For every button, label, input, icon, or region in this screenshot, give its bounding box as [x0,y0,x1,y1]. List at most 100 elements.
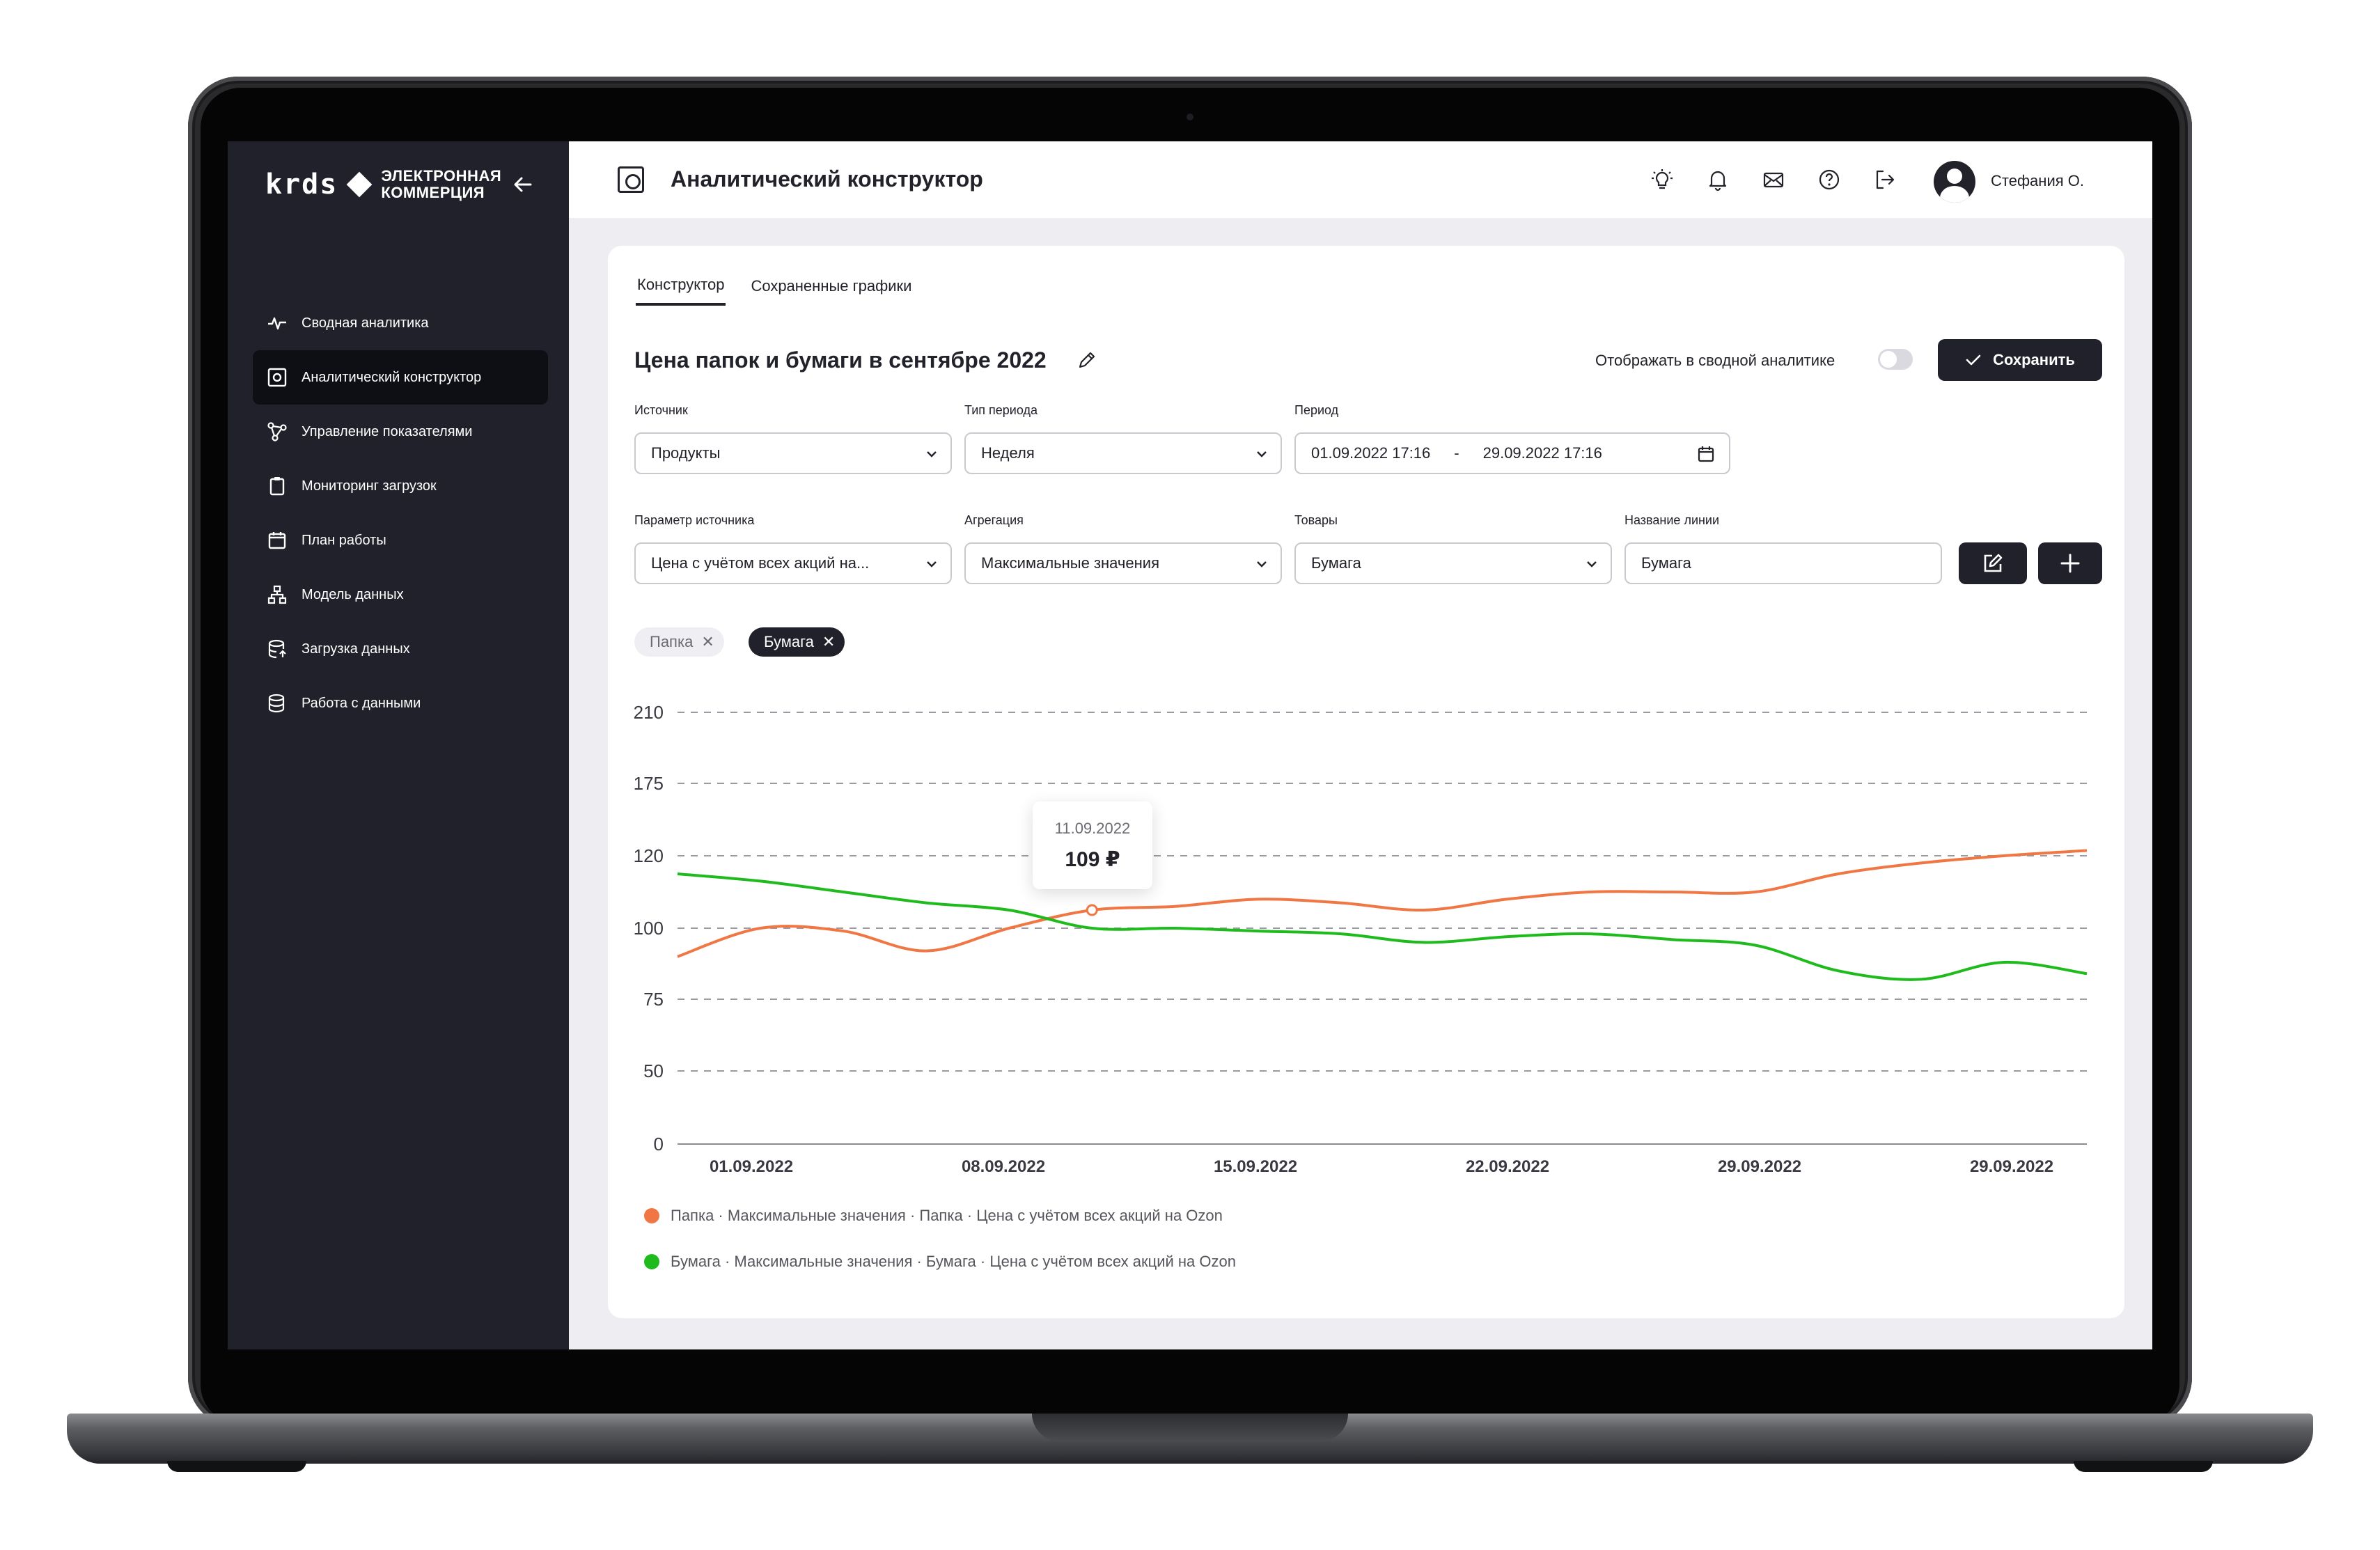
sidebar-item-constructor[interactable]: Аналитический конструктор [253,350,548,405]
logo[interactable]: krds ЭЛЕКТРОННАЯ КОММЕРЦИЯ [265,164,501,205]
activity-icon [267,313,288,334]
legend-item[interactable]: Папка · Максимальные значения · Папка · … [644,1207,1236,1225]
pencil-icon [1079,352,1095,368]
legend-marker [644,1254,659,1269]
hierarchy-icon [267,584,288,605]
line-name-input[interactable]: Бумага [1624,542,1942,584]
period-type-select[interactable]: Неделя [964,432,1282,474]
summary-toggle[interactable] [1878,349,1913,370]
chevron-down-icon [1587,561,1597,567]
x-tick-label: 29.09.2022 [1970,1157,2053,1176]
mail-icon[interactable] [1758,164,1789,195]
chevron-down-icon [927,561,937,567]
topbar: Аналитический конструктор Стефания О. [569,141,2152,218]
y-tick-label: 0 [654,1134,664,1154]
lightbulb-icon[interactable] [1647,164,1677,195]
user-name[interactable]: Стефания О. [1991,172,2084,189]
sidebar-item-monitoring[interactable]: Мониторинг загрузок [253,459,548,513]
tooltip-value: 109 ₽ [1065,847,1120,871]
camera [1187,113,1193,120]
x-tick-label: 15.09.2022 [1214,1157,1297,1176]
arrow-left-icon [514,177,532,192]
logo-mark: krds [265,169,338,201]
logo-text: ЭЛЕКТРОННАЯ КОММЕРЦИЯ [381,168,501,201]
period-separator: - [1454,444,1459,462]
legend-marker [644,1208,659,1223]
summary-toggle-label: Отображать в сводной аналитике [1595,352,1835,369]
x-tick-label: 22.09.2022 [1466,1157,1549,1176]
logo-line: ЭЛЕКТРОННАЯ [381,167,502,185]
sidebar-item-metrics[interactable]: Управление показателями [253,405,548,459]
sidebar-nav: Сводная аналитика Аналитический конструк… [253,296,548,730]
close-icon[interactable]: ✕ [822,633,836,650]
avatar[interactable] [1934,161,1975,203]
edit-icon [1984,554,2003,572]
aggregation-label: Агрегация [964,513,1024,527]
bell-icon[interactable] [1702,164,1733,195]
chip-folder[interactable]: Папка ✕ [634,627,724,657]
chart-tooltip: 11.09.2022 109 ₽ [1033,801,1152,889]
tabs: Конструктор Сохраненные графики [636,267,913,306]
sidebar: krds ЭЛЕКТРОННАЯ КОММЕРЦИЯ Сводная анали… [228,141,569,1349]
sidebar-item-data-upload[interactable]: Загрузка данных [253,622,548,676]
period-from[interactable]: 01.09.2022 17:16 [1311,444,1431,462]
source-param-select[interactable]: Цена с учётом всех акций на... [634,542,952,584]
source-select[interactable]: Продукты [634,432,952,474]
help-icon[interactable] [1814,164,1845,195]
y-tick-label: 175 [634,773,664,794]
constructor-icon [618,166,644,193]
source-value: Продукты [651,444,721,462]
period-type-label: Тип периода [964,403,1038,417]
edit-title-button[interactable] [1073,346,1101,374]
series-line-paper [677,872,2088,981]
chart-legend: Папка · Максимальные значения · Папка · … [644,1207,1236,1271]
goods-label: Товары [1294,513,1338,527]
chevron-down-icon [1257,561,1267,567]
add-line-button[interactable] [2038,542,2102,584]
source-param-label: Параметр источника [634,513,755,527]
line-name-value: Бумага [1641,554,1691,572]
tab-constructor[interactable]: Конструктор [636,267,726,306]
legend-label: Папка · Максимальные значения · Папка · … [671,1207,1223,1224]
close-icon[interactable]: ✕ [701,633,714,650]
nodes-icon [267,421,288,442]
chip-label: Бумага [764,633,814,650]
sidebar-item-summary[interactable]: Сводная аналитика [253,296,548,350]
collapse-sidebar-button[interactable] [506,168,540,201]
legend-item[interactable]: Бумага · Максимальные значения · Бумага … [644,1253,1236,1271]
aggregation-value: Максимальные значения [981,554,1159,572]
chevron-down-icon [1257,451,1267,457]
y-tick-label: 75 [643,989,664,1010]
goods-value: Бумага [1311,554,1361,572]
sidebar-item-plan[interactable]: План работы [253,513,548,567]
sidebar-item-label: Сводная аналитика [302,315,429,331]
calendar-icon[interactable] [1697,445,1715,463]
save-button[interactable]: Сохранить [1938,339,2102,381]
calendar-icon [267,530,288,551]
y-tick-label: 100 [634,918,664,939]
logout-icon[interactable] [1870,164,1900,195]
constructor-card: Конструктор Сохраненные графики Цена пап… [608,246,2124,1318]
cube-icon [346,171,373,198]
x-tick-label: 29.09.2022 [1718,1157,1801,1176]
sidebar-item-label: Аналитический конструктор [302,369,482,385]
clipboard-icon [267,476,288,496]
chevron-down-icon [927,451,937,457]
chip-label: Папка [650,633,694,650]
tab-saved-charts[interactable]: Сохраненные графики [751,277,912,295]
edit-line-button[interactable] [1959,542,2027,584]
source-label: Источник [634,403,688,417]
aggregation-select[interactable]: Максимальные значения [964,542,1282,584]
check-icon [1966,354,1981,366]
period-range-input[interactable]: 01.09.2022 17:16 - 29.09.2022 17:16 [1294,432,1730,474]
database-upload-icon [267,639,288,659]
sidebar-item-data-work[interactable]: Работа с данными [253,676,548,730]
sidebar-item-data-model[interactable]: Модель данных [253,567,548,622]
sidebar-item-label: План работы [302,532,386,548]
period-to[interactable]: 29.09.2022 17:16 [1482,444,1602,462]
chip-paper[interactable]: Бумага ✕ [749,627,845,657]
line-name-label: Название линии [1624,513,1720,527]
y-tick-label: 120 [634,845,664,866]
goods-select[interactable]: Бумага [1294,542,1612,584]
laptop-notch [1032,1414,1348,1441]
